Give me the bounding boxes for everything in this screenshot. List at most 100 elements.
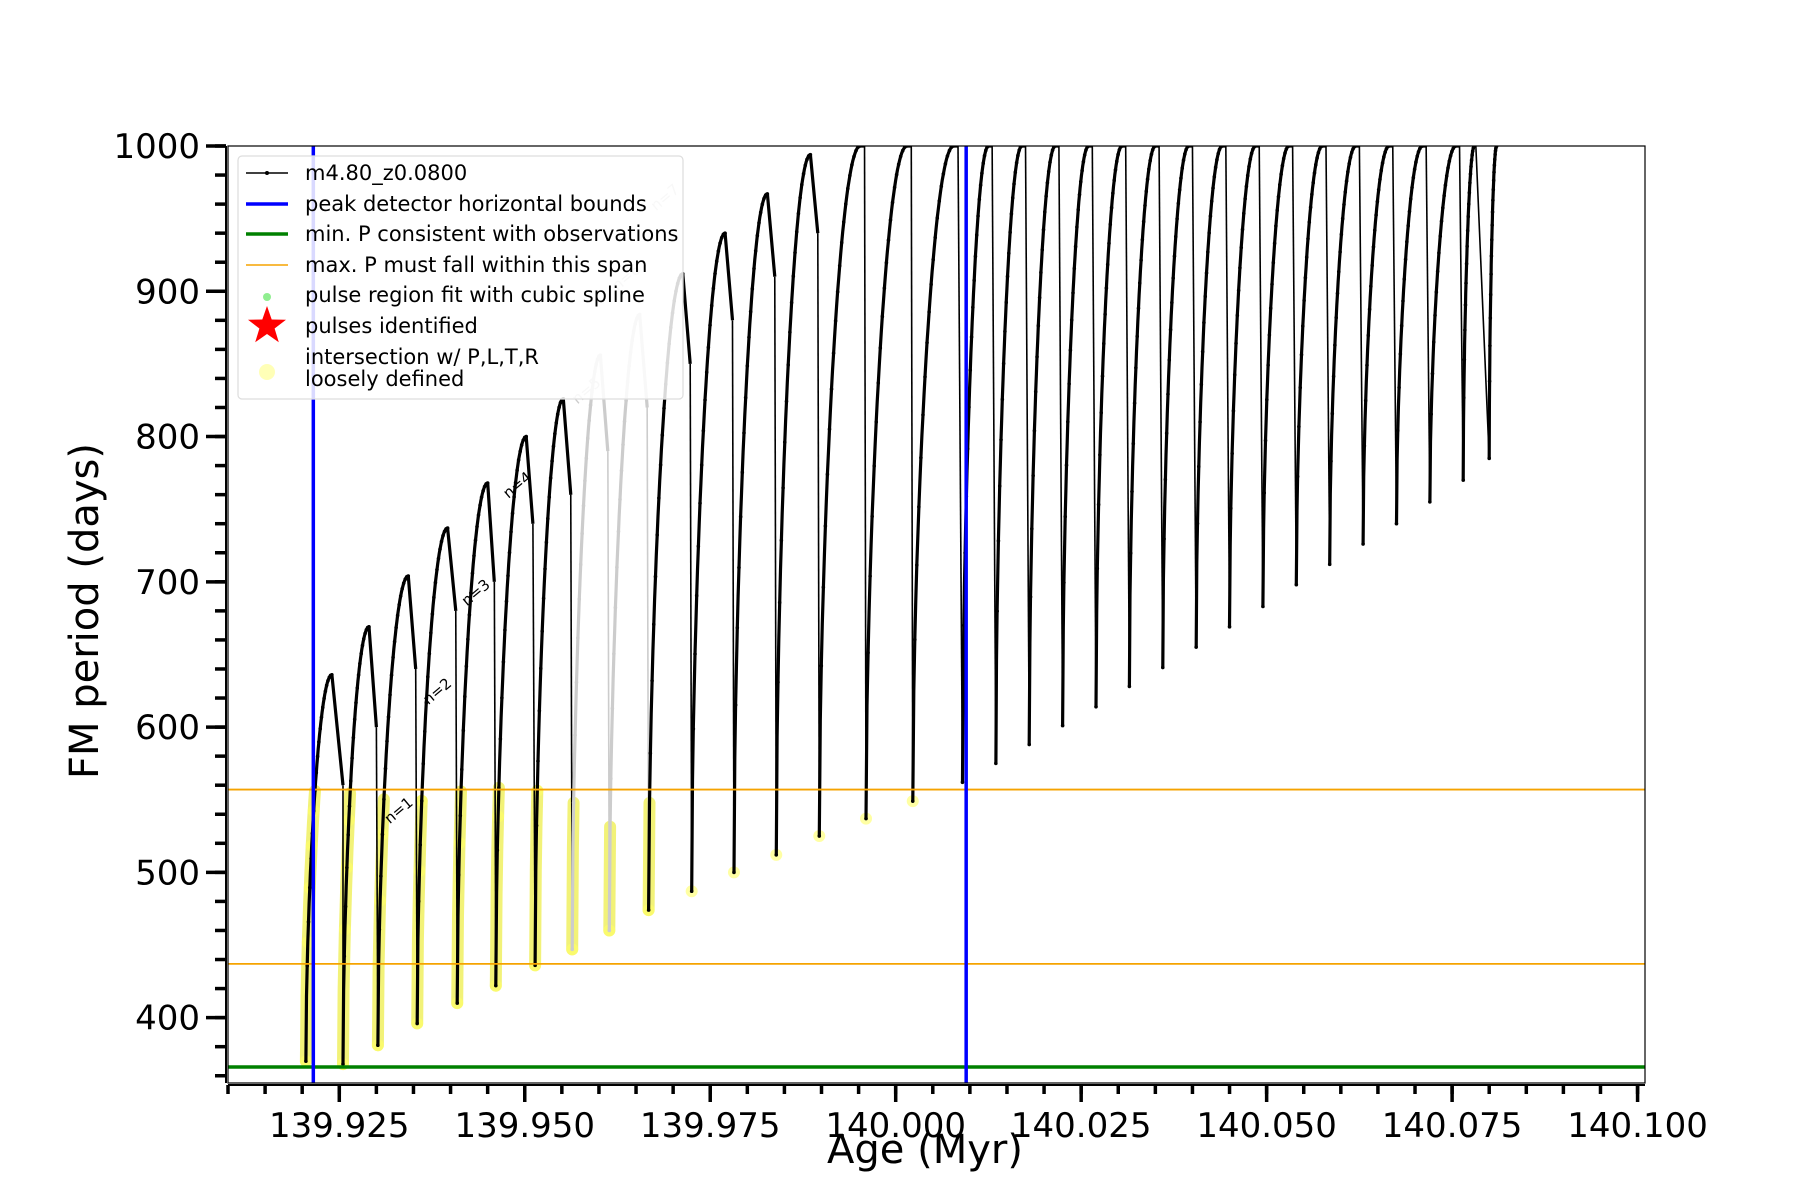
data-point <box>406 574 411 578</box>
data-point <box>576 636 580 640</box>
data-point <box>1234 341 1238 346</box>
data-point <box>753 249 758 253</box>
data-point <box>557 405 561 410</box>
data-point <box>935 216 940 220</box>
data-point <box>943 162 948 166</box>
data-point <box>494 983 498 988</box>
data-point <box>808 152 813 157</box>
data-point <box>1062 580 1066 585</box>
data-point <box>455 1001 460 1005</box>
legend-dot-icon <box>263 293 271 301</box>
data-point <box>1140 237 1145 242</box>
data-point <box>1412 167 1417 172</box>
data-point <box>422 729 427 734</box>
data-point <box>1204 271 1209 275</box>
data-point <box>1073 244 1078 249</box>
data-point <box>1274 224 1278 228</box>
data-point <box>835 290 840 294</box>
data-point <box>1461 478 1466 482</box>
data-point <box>382 797 386 802</box>
data-point <box>398 594 403 598</box>
data-point <box>509 530 513 534</box>
data-point <box>1379 168 1384 173</box>
data-point <box>504 599 509 604</box>
data-point <box>1429 412 1433 416</box>
data-point <box>1492 170 1496 175</box>
data-point <box>1279 172 1283 177</box>
data-point <box>464 664 469 669</box>
data-point <box>969 335 974 339</box>
data-point <box>1170 300 1174 305</box>
data-point <box>391 655 395 660</box>
data-point <box>886 238 891 242</box>
data-point <box>646 908 651 912</box>
data-point <box>1415 154 1420 159</box>
data-point <box>1348 155 1353 160</box>
data-point <box>326 678 330 683</box>
data-point <box>320 705 325 710</box>
data-point <box>1411 175 1416 180</box>
data-point <box>624 398 628 403</box>
data-point <box>972 278 976 283</box>
data-point <box>839 240 844 245</box>
data-point <box>345 865 349 870</box>
data-point <box>570 947 575 952</box>
data-point <box>475 524 479 529</box>
data-point <box>868 574 872 578</box>
data-point <box>657 496 661 500</box>
data-point <box>854 148 858 153</box>
data-point <box>1401 299 1405 303</box>
data-point <box>1049 153 1054 157</box>
data-point <box>709 303 714 308</box>
data-point <box>884 260 889 265</box>
data-point <box>458 813 463 818</box>
data-point <box>610 706 615 711</box>
data-point <box>714 259 719 264</box>
data-point <box>470 571 475 576</box>
data-point <box>1099 411 1103 415</box>
data-point <box>1199 382 1204 387</box>
data-point <box>1487 456 1492 461</box>
data-point <box>416 899 421 904</box>
data-point <box>400 586 404 591</box>
data-point <box>1448 153 1453 158</box>
data-point <box>1077 192 1082 197</box>
data-point <box>737 565 741 570</box>
plot-area: n=1n=2n=3n=4n=5n=6n=7 <box>228 146 1645 1083</box>
data-point <box>1239 245 1244 250</box>
data-point <box>1334 315 1338 320</box>
legend-entry: pulses identified <box>248 306 478 343</box>
data-point <box>1493 148 1498 153</box>
data-point <box>1028 595 1033 599</box>
data-point <box>622 419 627 424</box>
data-point <box>748 309 753 314</box>
data-point <box>823 524 828 528</box>
data-point <box>1281 156 1286 161</box>
data-point <box>1329 459 1333 463</box>
data-point <box>1380 161 1385 165</box>
data-point <box>1464 261 1469 266</box>
data-point <box>544 540 549 545</box>
data-point <box>694 593 699 598</box>
data-point <box>1013 170 1018 175</box>
data-point <box>1280 163 1285 168</box>
data-point <box>430 612 435 616</box>
data-point <box>507 550 512 555</box>
legend-label-line2: loosely defined <box>305 367 464 391</box>
data-point <box>1302 298 1306 303</box>
data-point <box>585 436 590 441</box>
data-point <box>1278 182 1282 187</box>
data-point <box>798 195 802 200</box>
data-point <box>882 286 887 290</box>
data-point <box>719 235 724 240</box>
data-point <box>583 478 587 483</box>
data-point <box>1242 211 1246 216</box>
data-point <box>1374 213 1378 217</box>
y-tick-label: 800 <box>135 418 200 458</box>
data-point <box>1067 382 1071 386</box>
x-tick-label: 139.950 <box>454 1106 595 1146</box>
data-point <box>347 804 352 809</box>
y-tick-label: 1000 <box>113 127 200 167</box>
data-point <box>1430 371 1435 376</box>
